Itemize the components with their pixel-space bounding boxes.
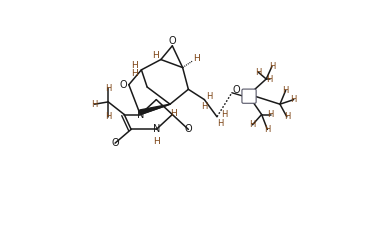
- Text: N: N: [153, 124, 160, 134]
- Text: H: H: [152, 51, 158, 60]
- Text: H: H: [269, 62, 275, 71]
- Text: H: H: [283, 112, 290, 121]
- Text: N: N: [136, 109, 144, 120]
- Text: H: H: [264, 125, 271, 134]
- Text: H: H: [105, 112, 111, 121]
- Text: H: H: [206, 92, 212, 101]
- Text: H: H: [249, 120, 256, 129]
- Text: H: H: [105, 84, 111, 93]
- Text: H: H: [91, 100, 98, 109]
- Text: AbS: AbS: [241, 92, 257, 101]
- Text: O: O: [185, 124, 192, 134]
- Text: H: H: [255, 68, 262, 77]
- Text: O: O: [169, 36, 176, 46]
- Text: H: H: [282, 86, 289, 95]
- Text: H: H: [170, 109, 177, 118]
- Text: O: O: [119, 80, 127, 90]
- Text: O: O: [232, 85, 240, 95]
- Text: H: H: [266, 74, 273, 84]
- Text: H: H: [153, 137, 160, 147]
- Text: H: H: [221, 110, 227, 119]
- Polygon shape: [140, 104, 170, 114]
- FancyBboxPatch shape: [242, 89, 256, 103]
- Text: H: H: [268, 110, 274, 119]
- Text: H: H: [201, 102, 208, 111]
- Text: H: H: [132, 61, 138, 70]
- Text: H: H: [291, 95, 297, 104]
- Text: H: H: [132, 69, 138, 79]
- Text: H: H: [193, 54, 200, 63]
- Text: H: H: [217, 119, 224, 128]
- Text: O: O: [111, 138, 119, 148]
